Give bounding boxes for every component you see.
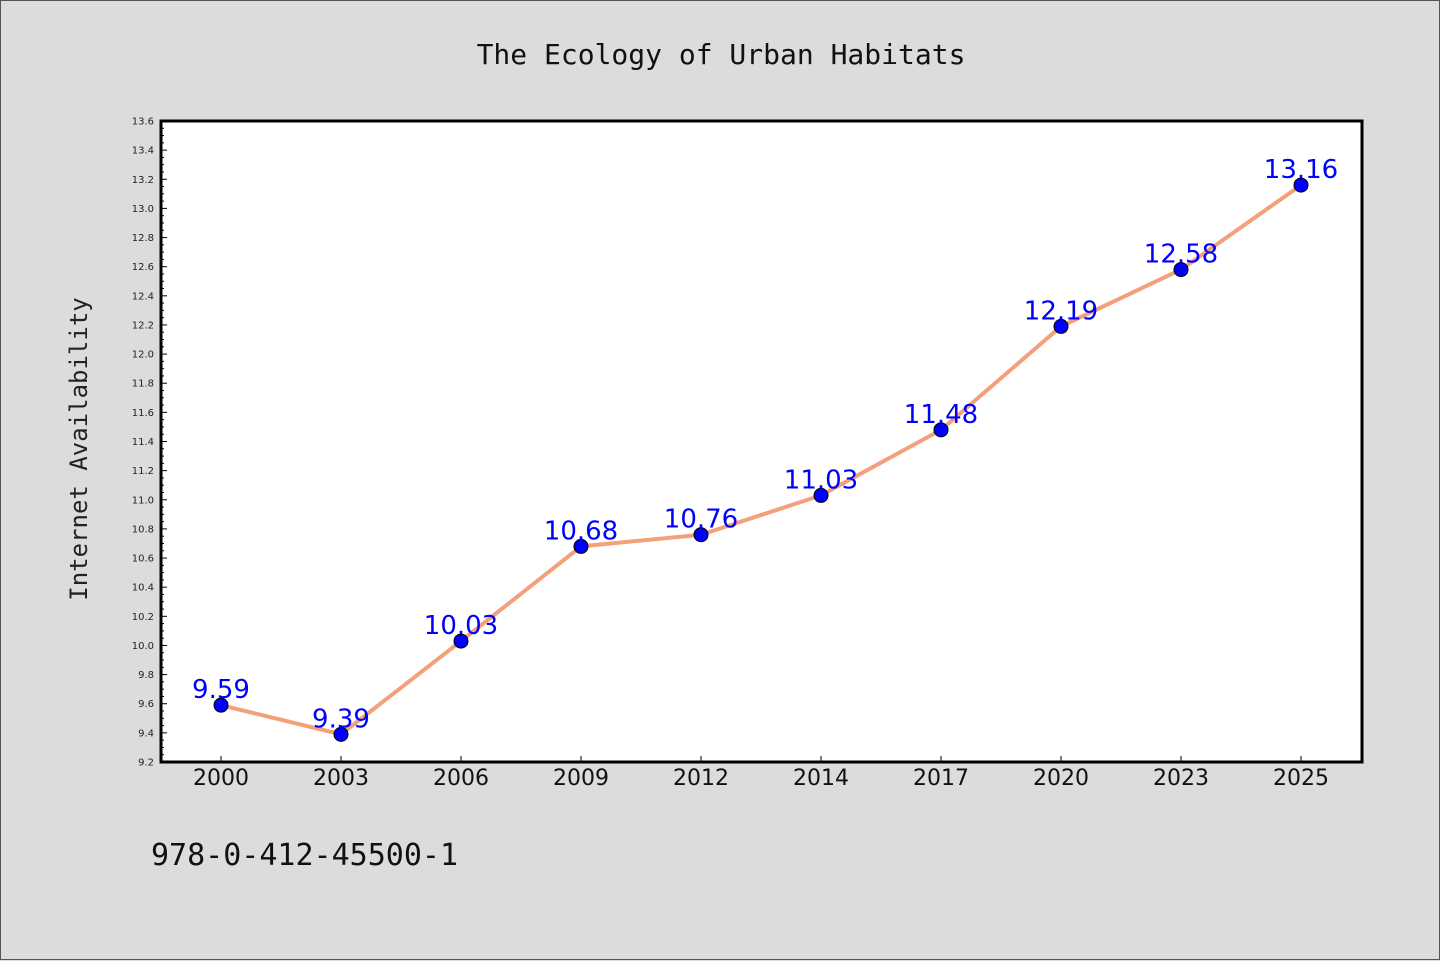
data-point-marker bbox=[1173, 262, 1189, 278]
data-point-marker bbox=[813, 487, 829, 503]
data-label: 12.19 bbox=[1024, 296, 1098, 326]
x-tick-label: 2025 bbox=[1273, 766, 1329, 791]
data-label: 9.39 bbox=[312, 704, 370, 734]
y-tick-label: 13.4 bbox=[132, 146, 154, 157]
data-label: 10.68 bbox=[544, 516, 618, 546]
y-tick-label: 9.2 bbox=[138, 758, 154, 769]
data-point-marker bbox=[933, 422, 949, 438]
markers-group bbox=[213, 177, 1309, 742]
y-tick-label: 11.4 bbox=[132, 437, 154, 448]
x-axis: 2000 2003 2006 2009 2012 2014 2017 2020 2023 2025 bbox=[193, 756, 1329, 791]
x-tick-label: 2006 bbox=[433, 766, 489, 791]
y-axis: 9.2 9.4 9.6 9.8 10.0 10.2 10.4 10.6 10.8 11.0 11.2… bbox=[132, 117, 167, 769]
data-point-marker bbox=[1293, 177, 1309, 193]
y-tick-label: 9.6 bbox=[138, 699, 154, 710]
y-tick-label: 12.8 bbox=[132, 233, 154, 244]
data-point-marker bbox=[1053, 318, 1069, 334]
x-tick-label: 2017 bbox=[913, 766, 969, 791]
y-tick-label: 11.8 bbox=[132, 379, 154, 390]
y-tick-label: 11.0 bbox=[132, 495, 154, 506]
x-tick-label: 2020 bbox=[1033, 766, 1089, 791]
y-tick-label: 10.6 bbox=[132, 554, 154, 565]
isbn-text: 978-0-412-45500-1 bbox=[151, 838, 458, 873]
chart-title: The Ecology of Urban Habitats bbox=[477, 38, 966, 71]
y-tick-label: 11.6 bbox=[132, 408, 154, 419]
data-point-marker bbox=[693, 527, 709, 543]
y-tick-label: 10.4 bbox=[132, 583, 154, 594]
y-tick-label: 12.4 bbox=[132, 291, 154, 302]
data-label: 11.48 bbox=[904, 400, 978, 430]
y-tick-label: 11.2 bbox=[132, 466, 154, 477]
y-tick-label: 10.2 bbox=[132, 612, 154, 623]
data-point-marker bbox=[213, 697, 229, 713]
y-tick-label: 9.4 bbox=[138, 728, 154, 739]
data-label: 11.03 bbox=[784, 465, 858, 495]
x-tick-label: 2000 bbox=[193, 766, 249, 791]
x-tick-label: 2009 bbox=[553, 766, 609, 791]
x-tick-label: 2023 bbox=[1153, 766, 1209, 791]
y-axis-label: Internet Availability bbox=[65, 297, 93, 600]
data-label: 9.59 bbox=[192, 675, 250, 705]
y-tick-label: 10.0 bbox=[132, 641, 154, 652]
x-tick-label: 2012 bbox=[673, 766, 729, 791]
y-tick-label: 12.0 bbox=[132, 350, 154, 361]
data-point-marker bbox=[333, 726, 349, 742]
series-line-group bbox=[219, 183, 1303, 737]
y-tick-label: 13.2 bbox=[132, 175, 154, 186]
y-tick-label: 12.6 bbox=[132, 262, 154, 273]
y-tick-label: 9.8 bbox=[138, 670, 154, 681]
plot-area bbox=[159, 119, 1364, 764]
y-tick-label: 13.0 bbox=[132, 204, 154, 215]
series-line bbox=[219, 183, 1303, 737]
data-point-marker bbox=[573, 538, 589, 554]
data-label: 12.58 bbox=[1144, 240, 1218, 270]
x-tick-label: 2014 bbox=[793, 766, 849, 791]
data-point-marker bbox=[453, 633, 469, 649]
x-tick-label: 2003 bbox=[313, 766, 369, 791]
data-label: 10.76 bbox=[664, 505, 738, 535]
data-labels-group: 9.59 9.39 10.03 10.68 10.76 11.03 11.48 12.19 12… bbox=[192, 155, 1338, 734]
y-tick-label: 10.8 bbox=[132, 524, 154, 535]
y-tick-label: 12.2 bbox=[132, 320, 154, 331]
data-label: 10.03 bbox=[424, 611, 498, 641]
y-tick-label: 13.6 bbox=[132, 117, 154, 128]
data-label: 13.16 bbox=[1264, 155, 1338, 185]
